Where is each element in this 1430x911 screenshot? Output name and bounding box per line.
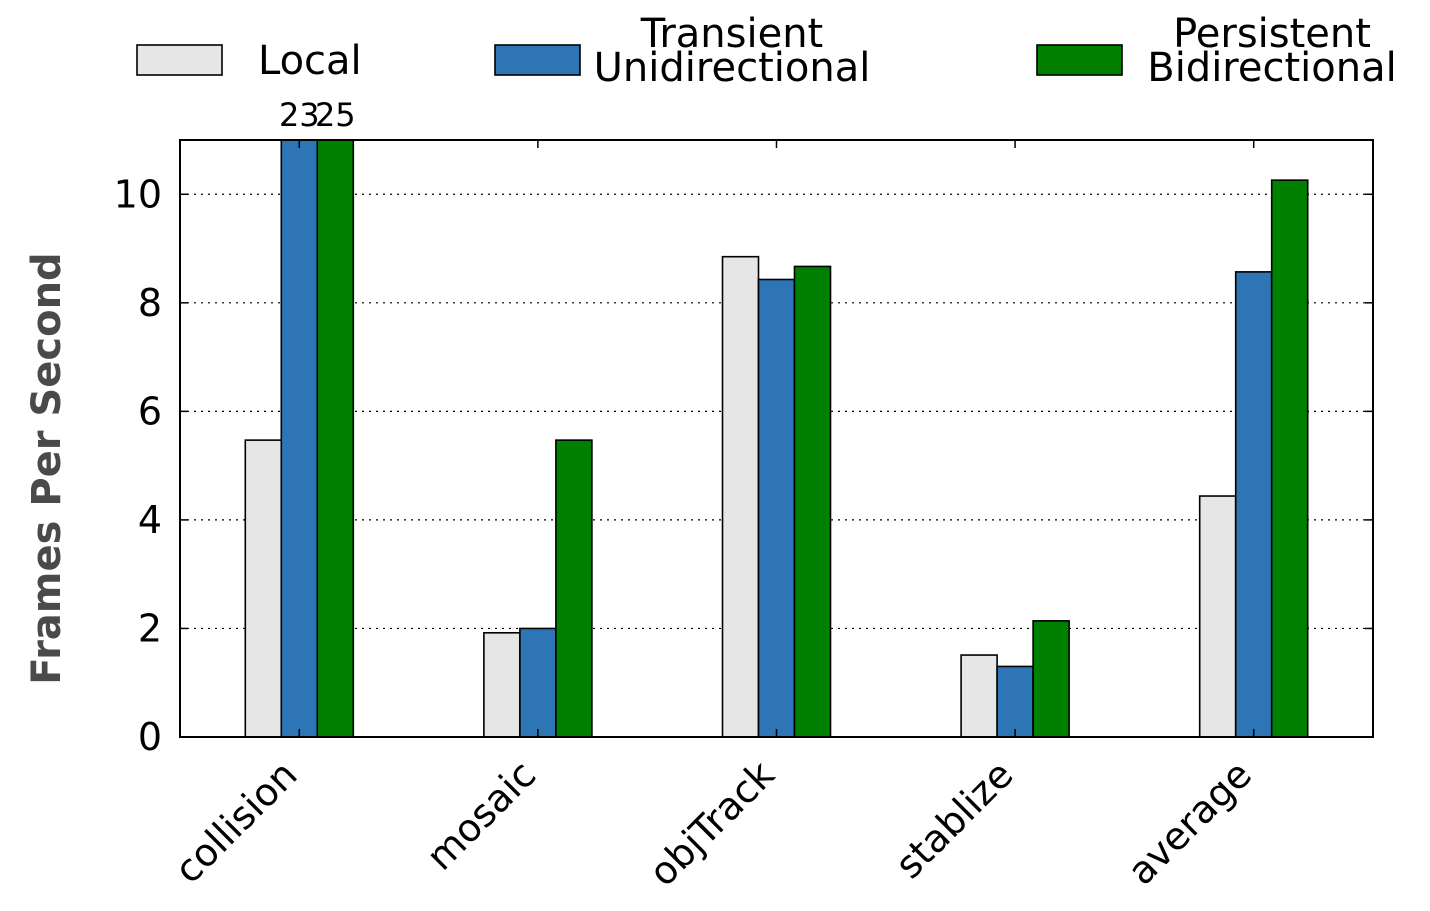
bar-average-2 — [1234, 271, 1273, 738]
bar-average-3 — [1270, 179, 1309, 738]
x-tick-label: stablize — [887, 752, 1022, 887]
legend-label: Bidirectional — [1147, 45, 1396, 91]
y-tick-label: 0 — [138, 715, 162, 759]
bar-mosaic-2 — [519, 627, 557, 738]
x-tick-label: objTrack — [640, 752, 782, 894]
bar-mosaic-1 — [483, 631, 521, 738]
x-tick-label: collision — [166, 752, 306, 892]
bar-mosaic-3 — [555, 439, 593, 738]
bar-objTrack-2 — [757, 278, 796, 738]
legend-label: Persistent — [1173, 11, 1371, 57]
legend-label: Unidirectional — [594, 45, 871, 91]
legend-label: Transient — [640, 11, 823, 57]
y-tick-label: 4 — [138, 498, 162, 542]
y-tick-label: 6 — [138, 389, 162, 433]
bar-objTrack-1 — [721, 255, 760, 738]
x-tick-label: average — [1119, 752, 1260, 893]
legend-swatch-2 — [494, 44, 581, 76]
x-tick-label: mosaic — [418, 752, 544, 878]
bars — [244, 139, 1309, 738]
bar-average-1 — [1198, 495, 1237, 738]
bar-stablize-3 — [1032, 620, 1070, 738]
data-label: 23 — [279, 96, 320, 134]
y-tick-label: 2 — [138, 606, 162, 650]
legend-label: Local — [258, 38, 362, 84]
bar-collision-2 — [280, 139, 319, 738]
data-label: 25 — [315, 96, 356, 134]
bar-collision-3 — [316, 139, 355, 738]
bar-stablize-1 — [960, 654, 998, 738]
y-axis-title: Frames Per Second — [24, 252, 70, 684]
y-tick-label: 8 — [138, 281, 162, 325]
legend-swatch-1 — [136, 44, 223, 76]
bar-objTrack-3 — [793, 265, 832, 738]
bar-collision-1 — [244, 439, 283, 738]
y-axis-ticks: 0 2 4 6 8 10 — [114, 172, 1373, 759]
legend-swatch-3 — [1036, 44, 1123, 76]
bar-stablize-2 — [996, 665, 1034, 738]
y-tick-label: 10 — [114, 172, 162, 216]
